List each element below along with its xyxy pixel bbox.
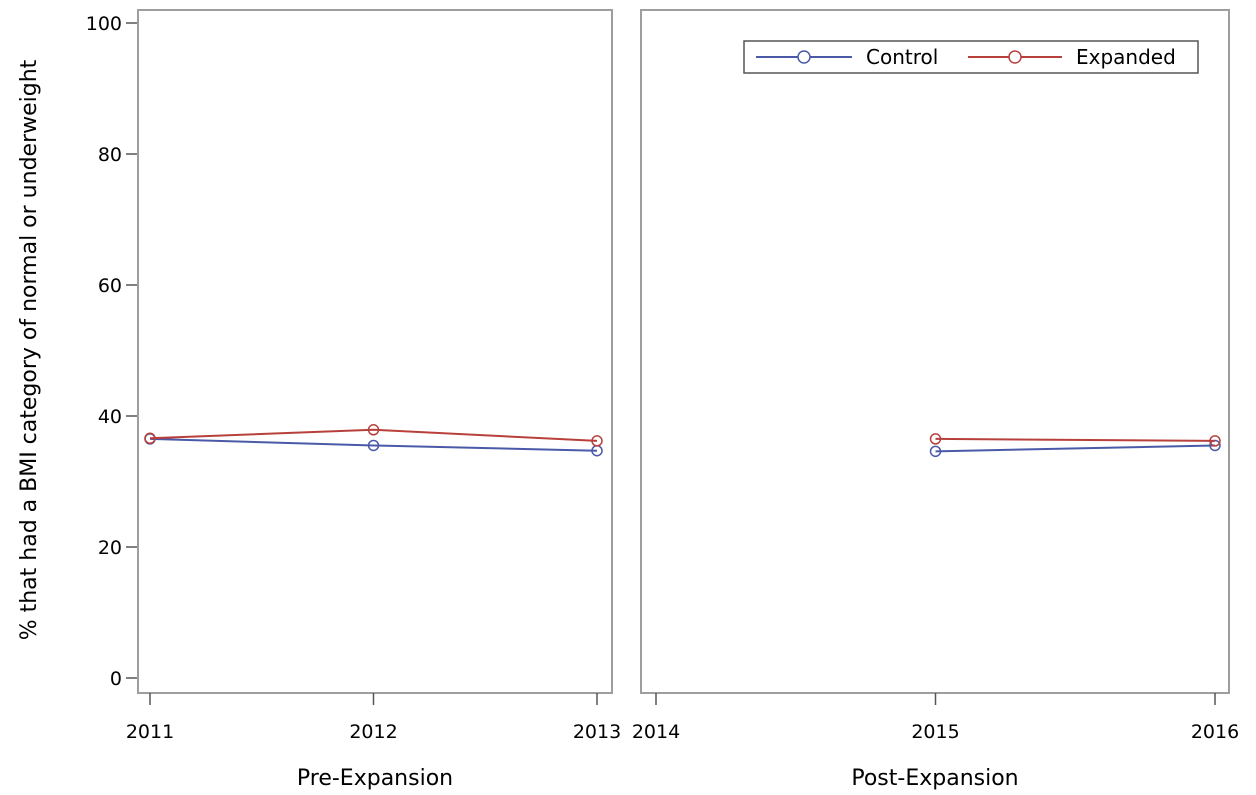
legend-marker-expanded [1008,50,1022,64]
x-tick-label: 2013 [573,721,621,743]
legend-label-expanded: Expanded [1076,45,1176,69]
x-tick-label: 2015 [911,721,959,743]
legend: Control Expanded [743,40,1199,74]
panel-frame-post-expansion [640,9,1230,694]
y-tick-label: 80 [98,144,122,166]
x-tick-label: 2012 [349,721,397,743]
panel-frame-pre-expansion [137,9,613,694]
legend-label-control: Control [866,45,938,69]
data-point-control [929,445,942,458]
y-tick-label: 40 [98,406,122,428]
series-line-control [935,444,1216,453]
data-point-expanded [591,435,603,447]
series-line-expanded [935,437,1216,442]
x-axis-title-post-expansion: Post-Expansion [851,766,1018,791]
series-line-control [149,437,598,452]
panel-post-expansion: 2014 2015 2016 Post-Expansion [632,9,1239,791]
y-tick-label: 60 [98,275,122,297]
y-axis: 0 20 40 60 80 100 [86,13,138,690]
y-axis-title: % that had a BMI category of normal or u… [17,59,42,640]
y-tick-label: 20 [98,537,122,559]
y-tick-label: 0 [110,668,122,690]
data-point-expanded [144,432,156,445]
data-point-expanded [367,424,380,436]
x-tick-label: 2011 [126,721,174,743]
legend-marker-control [797,50,811,64]
data-point-expanded [929,433,942,445]
data-point-expanded [1209,435,1221,447]
panel-pre-expansion: 2011 2012 2013 Pre-Expansion [126,9,621,791]
x-tick-label: 2016 [1191,721,1239,743]
y-tick-label: 100 [86,13,122,35]
series-line-expanded [149,428,598,442]
data-point-control [367,439,380,452]
x-axis-title-pre-expansion: Pre-Expansion [297,766,453,791]
x-tick-label: 2014 [632,721,680,743]
